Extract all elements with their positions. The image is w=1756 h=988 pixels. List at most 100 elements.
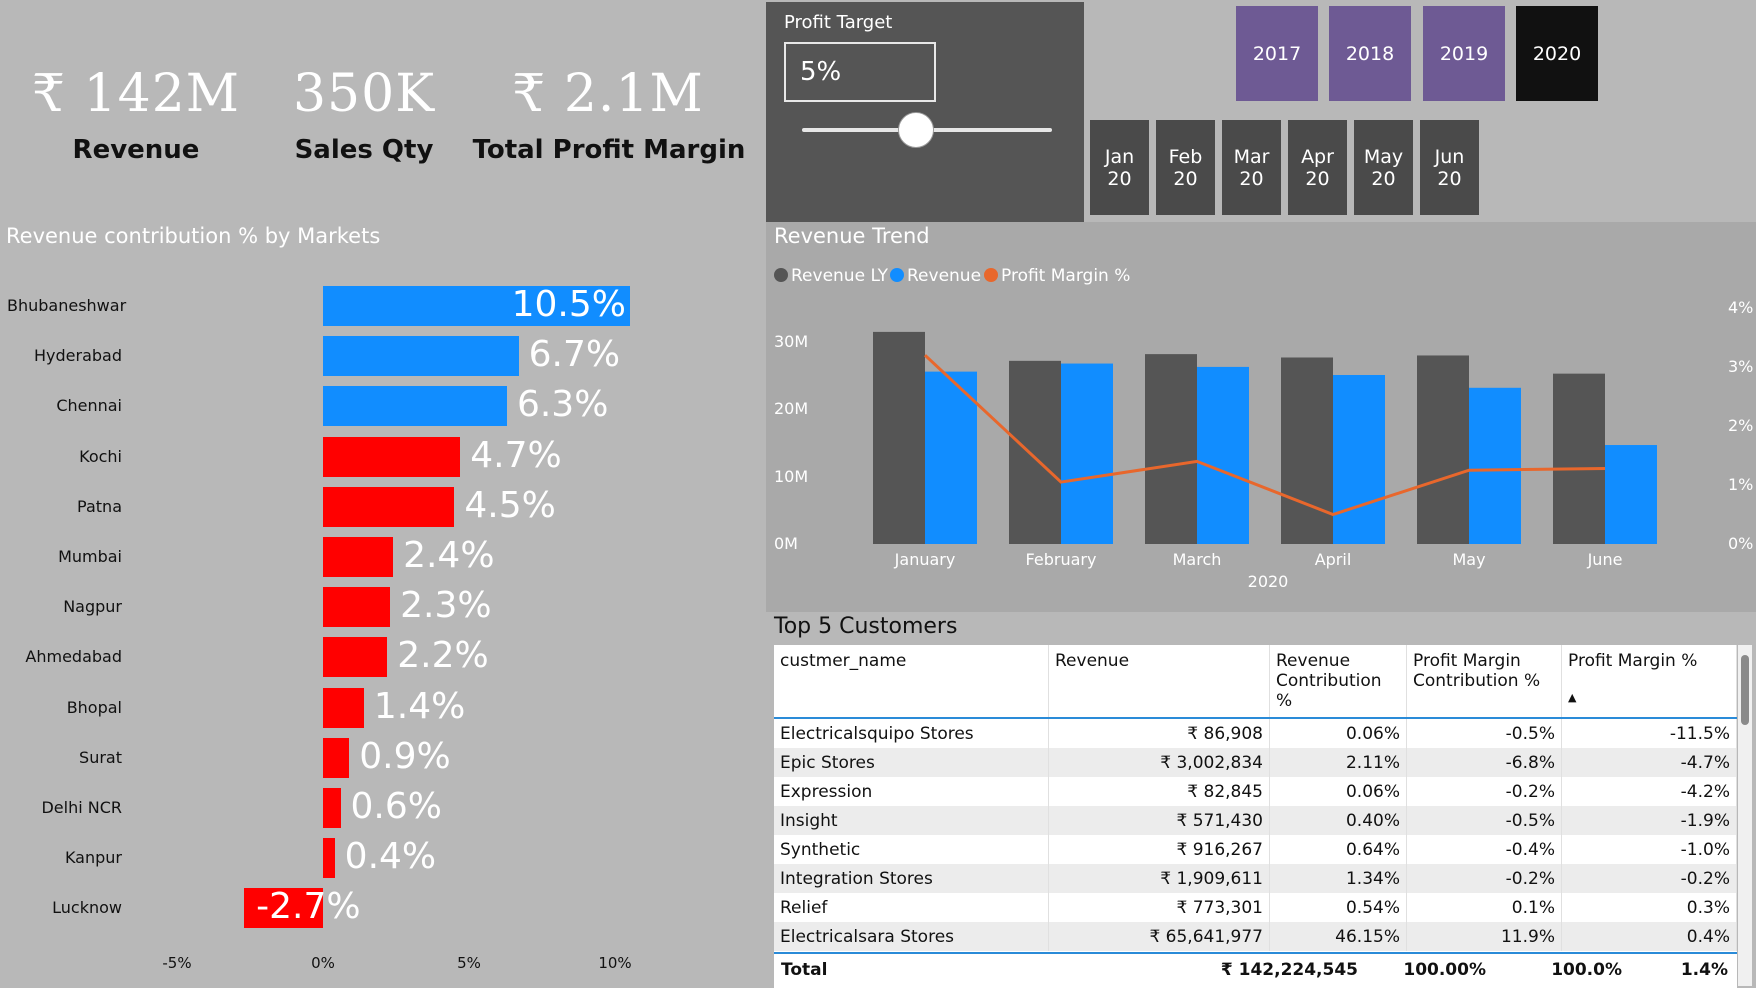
- month-button-4[interactable]: Apr 20: [1288, 120, 1347, 215]
- table-cell: -6.8%: [1406, 748, 1562, 777]
- market-bar-label: 4.5%: [464, 484, 556, 526]
- table-scroll-thumb[interactable]: [1741, 655, 1749, 725]
- table-cell: 0.40%: [1269, 806, 1407, 835]
- market-bar[interactable]: [323, 286, 630, 326]
- table-cell: ₹ 86,908: [1048, 718, 1270, 748]
- customer-name-cell: Electricalsara Stores: [774, 922, 1049, 951]
- market-bar[interactable]: [323, 737, 350, 778]
- market-bar-label: 4.7%: [470, 434, 562, 476]
- legend-revenue-ly[interactable]: Revenue LY: [774, 266, 888, 286]
- legend-dot-icon: [774, 268, 788, 282]
- legend-revenue[interactable]: Revenue: [890, 266, 981, 286]
- column-header-profit-margin[interactable]: Profit Margin % ▲: [1561, 645, 1737, 719]
- market-bar[interactable]: [323, 788, 341, 828]
- trend-y2-tick: 0%: [1728, 534, 1754, 553]
- year-button-2017[interactable]: 2017: [1236, 6, 1318, 101]
- total-profit-margin: 1.4%: [1680, 960, 1728, 980]
- column-header-revenue-contribution[interactable]: Revenue Contribution %: [1269, 645, 1407, 719]
- table-row[interactable]: Relief ₹ 773,301 0.54% 0.1% 0.3%: [774, 893, 1737, 922]
- market-bar[interactable]: [323, 687, 364, 728]
- year-button-2018[interactable]: 2018: [1329, 6, 1411, 101]
- market-label: Bhubaneshwar: [7, 296, 127, 315]
- table-scrollbar[interactable]: [1738, 645, 1752, 986]
- kpi-profit-value: ₹ 2.1M: [512, 64, 704, 124]
- table-row[interactable]: Electricalsara Stores ₹ 65,641,977 46.15% 1…: [774, 922, 1737, 951]
- legend-profit-margin[interactable]: Profit Margin %: [984, 266, 1130, 286]
- trend-x-tick: June: [1587, 550, 1623, 569]
- market-bar[interactable]: [323, 336, 519, 377]
- revenue-bar[interactable]: [1469, 387, 1521, 544]
- customers-table-title: Top 5 Customers: [774, 614, 958, 639]
- year-button-2019[interactable]: 2019: [1423, 6, 1505, 101]
- revenue-bar[interactable]: [1061, 363, 1113, 544]
- month-button-5[interactable]: May 20: [1354, 120, 1413, 215]
- profit-target-slider-thumb[interactable]: [897, 112, 934, 148]
- revenue-bar[interactable]: [925, 371, 977, 544]
- month-button-2[interactable]: Feb 20: [1156, 120, 1215, 215]
- revenue-ly-bar[interactable]: [1417, 355, 1469, 544]
- market-bar-label: 2.3%: [400, 585, 492, 627]
- market-bar[interactable]: [323, 838, 335, 879]
- table-cell: -0.2%: [1406, 777, 1562, 806]
- market-label: Surat: [79, 747, 122, 767]
- month-button-1[interactable]: Jan 20: [1090, 120, 1149, 215]
- revenue-bar[interactable]: [1605, 445, 1657, 544]
- market-bar-label: 1.4%: [373, 685, 466, 727]
- trend-chart-title: Revenue Trend: [774, 224, 930, 248]
- table-cell: ₹ 916,267: [1048, 835, 1270, 864]
- markets-chart-title: Revenue contribution % by Markets: [6, 224, 381, 248]
- market-label: Hyderabad: [34, 346, 122, 366]
- trend-y-tick: 30M: [774, 332, 809, 351]
- revenue-bar[interactable]: [1197, 366, 1249, 544]
- market-label: Chennai: [56, 396, 122, 416]
- column-header-revenue[interactable]: Revenue: [1048, 645, 1270, 719]
- table-cell: -0.2%: [1406, 864, 1562, 893]
- revenue-ly-bar[interactable]: [1009, 360, 1061, 544]
- table-row[interactable]: Integration Stores ₹ 1,909,611 1.34% -0.2% -…: [774, 864, 1737, 893]
- month-button-6[interactable]: Jun 20: [1420, 120, 1479, 215]
- revenue-ly-bar[interactable]: [1281, 357, 1333, 544]
- total-revenue-contribution: 100.00%: [1403, 960, 1486, 980]
- markets-axis-tick: 5%: [457, 954, 481, 972]
- table-header-row: custmer_name Revenue Revenue Contributio…: [774, 645, 1737, 719]
- revenue-trend-panel: Revenue Trend Revenue LY Revenue Profit …: [766, 222, 1756, 612]
- kpi-sales-qty-label: Sales Qty: [294, 135, 434, 165]
- month-button-3[interactable]: Mar 20: [1222, 120, 1281, 215]
- column-header-profit-contribution[interactable]: Profit Margin Contribution %: [1406, 645, 1562, 719]
- customers-table[interactable]: custmer_name Revenue Revenue Contributio…: [774, 645, 1737, 986]
- market-bar[interactable]: [323, 537, 394, 577]
- market-bar-label: 0.4%: [344, 836, 437, 878]
- revenue-bar[interactable]: [1333, 374, 1385, 544]
- table-row[interactable]: Epic Stores ₹ 3,002,834 2.11% -6.8% -4.7%: [774, 748, 1737, 777]
- sort-ascending-icon[interactable]: ▲: [1568, 691, 1577, 704]
- market-bar[interactable]: [323, 486, 455, 527]
- trend-x-tick: May: [1452, 550, 1486, 569]
- market-bar-label: 2.2%: [397, 635, 489, 677]
- profit-target-input[interactable]: [784, 42, 936, 102]
- year-button-2020[interactable]: 2020: [1516, 6, 1598, 101]
- column-header-customer[interactable]: custmer_name: [774, 645, 1049, 719]
- revenue-ly-bar[interactable]: [1553, 373, 1605, 544]
- customer-name-cell: Electricalsquipo Stores: [774, 718, 1049, 748]
- profit-target-title: Profit Target: [784, 12, 893, 33]
- table-cell: -0.4%: [1406, 835, 1562, 864]
- revenue-ly-bar[interactable]: [873, 331, 925, 544]
- trend-x-tick: March: [1172, 550, 1222, 569]
- market-bar[interactable]: [244, 888, 323, 929]
- table-row[interactable]: Expression ₹ 82,845 0.06% -0.2% -4.2%: [774, 777, 1737, 806]
- table-row[interactable]: Synthetic ₹ 916,267 0.64% -0.4% -1.0%: [774, 835, 1737, 864]
- revenue-ly-bar[interactable]: [1145, 354, 1197, 544]
- market-bar[interactable]: [323, 386, 507, 427]
- market-bar[interactable]: [323, 436, 461, 477]
- table-cell: -1.0%: [1561, 835, 1737, 864]
- table-cell: 0.1%: [1406, 893, 1562, 922]
- table-row[interactable]: Electricalsquipo Stores ₹ 86,908 0.06% -0.5…: [774, 718, 1737, 748]
- market-bar[interactable]: [323, 587, 391, 628]
- market-label: Nagpur: [63, 597, 122, 617]
- market-bar[interactable]: [323, 637, 388, 678]
- column-header-profit-margin-label: Profit Margin %: [1568, 651, 1698, 671]
- table-row[interactable]: Insight ₹ 571,430 0.40% -0.5% -1.9%: [774, 806, 1737, 835]
- trend-x-axis-label: 2020: [1247, 572, 1289, 591]
- kpi-profit-label: Total Profit Margin: [472, 135, 746, 165]
- profit-margin-line[interactable]: [923, 354, 1606, 517]
